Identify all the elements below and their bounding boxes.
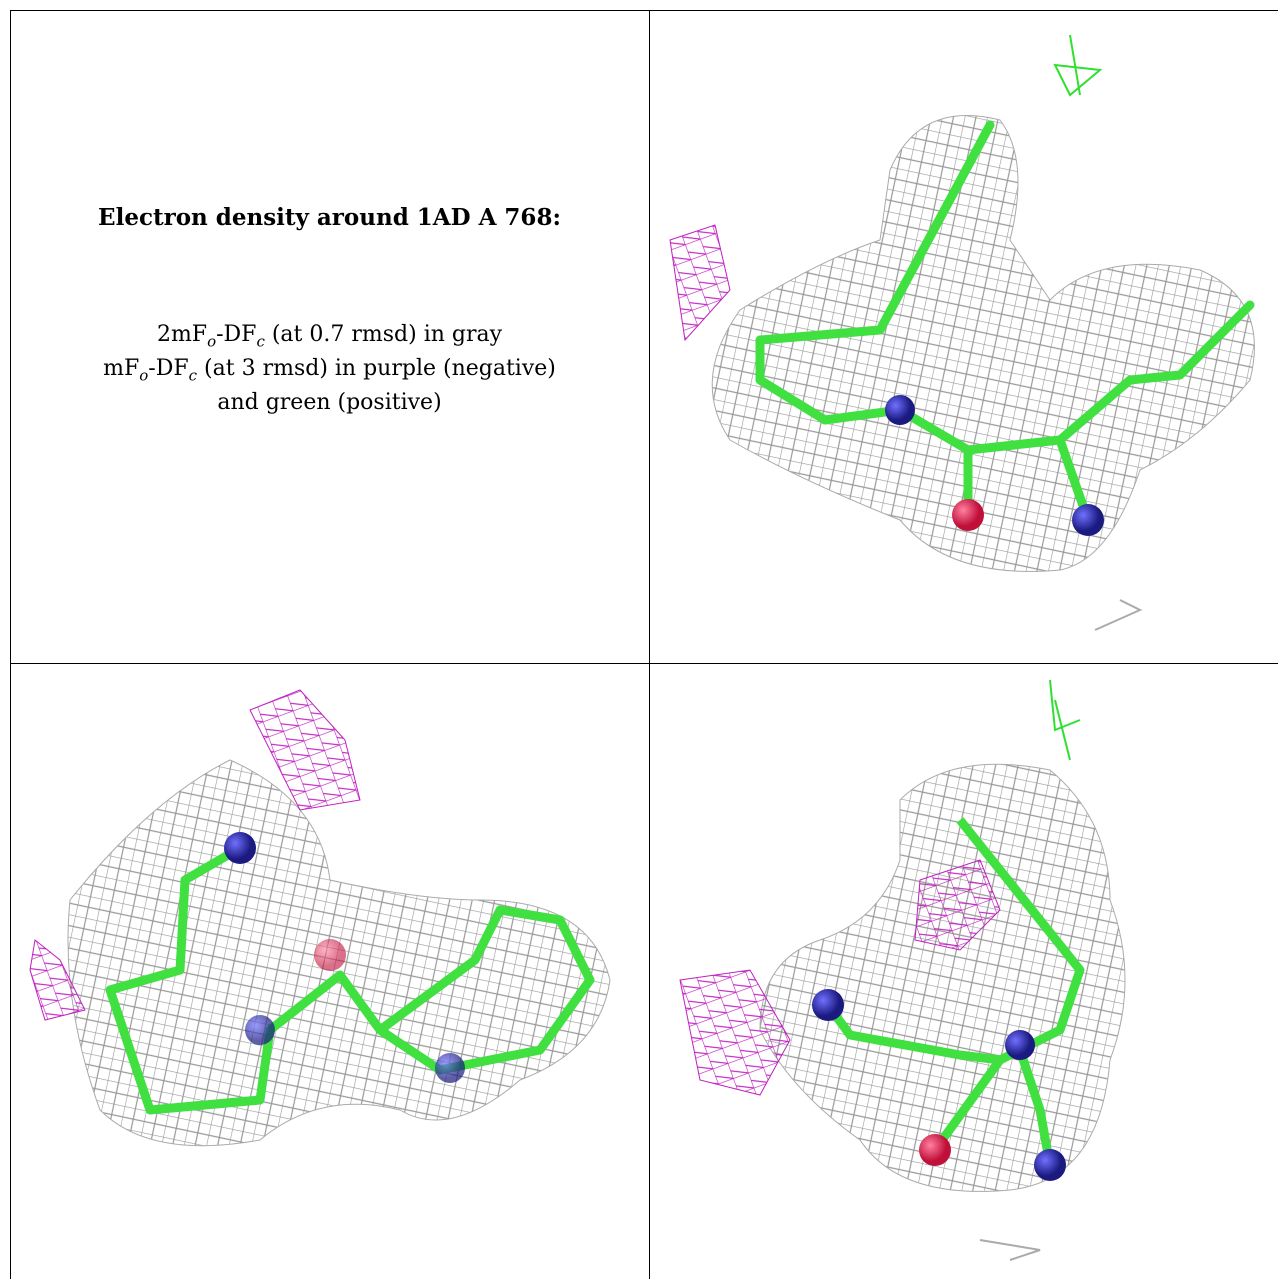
subscript: c [256, 332, 265, 351]
density-view-2 [29, 689, 611, 1147]
caption-cell: Electron density around 1AD A 768: 2mFo-… [10, 10, 649, 663]
table-borders [10, 10, 1278, 1279]
caption-text: -DF [216, 322, 257, 347]
density-view-3 [679, 679, 1126, 1261]
caption-text: 2mF [156, 322, 208, 347]
caption-text: -DF [148, 356, 189, 381]
subscript: c [188, 366, 198, 385]
caption-line: mFo-DFc (at 3 rmsd) in purple (negative) [10, 356, 649, 384]
subscript: o [139, 366, 149, 385]
caption-line: 2mFo-DFc (at 0.7 rmsd) in gray [10, 322, 649, 350]
caption-title: Electron density around 1AD A 768: [98, 204, 561, 231]
caption-text: and green (positive) [217, 390, 442, 415]
caption-line: and green (positive) [10, 390, 649, 415]
density-view-1 [669, 34, 1255, 631]
caption-text: (at 0.7 rmsd) in gray [264, 322, 503, 347]
subscript: o [207, 332, 217, 351]
caption-text: (at 3 rmsd) in purple (negative) [197, 356, 556, 381]
caption-text: mF [103, 356, 140, 381]
